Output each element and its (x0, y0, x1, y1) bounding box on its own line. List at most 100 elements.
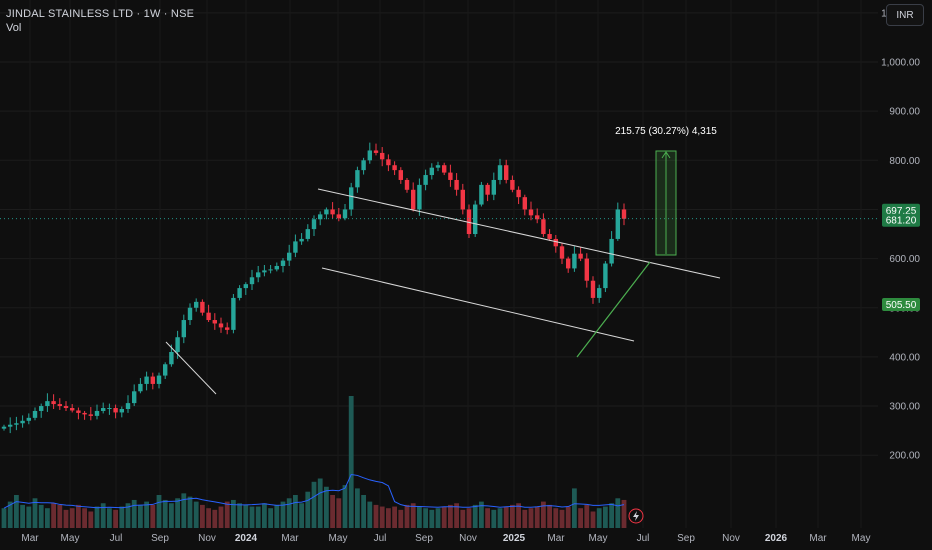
y-tick-label: 300.00 (889, 402, 920, 413)
volume-bar (516, 503, 521, 528)
price-tag-label: 697.25 (886, 206, 917, 217)
volume-bar (392, 506, 397, 528)
volume-bar (262, 503, 267, 528)
candle-body (603, 263, 608, 289)
volume-bar (603, 506, 608, 528)
x-tick-label: Sep (677, 533, 695, 544)
candle-body (442, 165, 447, 173)
candle-body (194, 301, 199, 308)
volume-bar (243, 504, 249, 528)
measure-label: 215.75 (30.27%) 4,315 (615, 126, 717, 137)
x-tick-label: Nov (459, 533, 477, 544)
volume-bar (386, 508, 391, 528)
candle-body (169, 351, 174, 365)
candle-body (609, 238, 614, 264)
volume-bar (491, 509, 497, 528)
candle-body (528, 209, 534, 216)
candle-body (355, 170, 360, 188)
candle-body (107, 408, 112, 410)
candle-body (138, 383, 143, 392)
volume-bar (460, 509, 466, 528)
volume-bar (69, 508, 75, 528)
currency-button[interactable]: INR (886, 4, 924, 26)
volume-bar (63, 509, 69, 528)
volume-bar (590, 511, 596, 528)
candle-body (541, 219, 546, 235)
candle-body (132, 391, 137, 404)
candle-body (485, 184, 490, 195)
lightning-icon (628, 508, 644, 524)
candle-body (119, 408, 124, 413)
candle-body (597, 288, 602, 298)
volume-bar (305, 491, 311, 528)
price-tag (882, 213, 920, 227)
candle-body (392, 165, 397, 171)
volume-bar (572, 488, 577, 528)
volume-bar (367, 501, 373, 528)
x-tick-label: Jul (637, 533, 650, 544)
x-tick-label: Mar (21, 533, 39, 544)
candle-body (200, 301, 205, 313)
candle-body (262, 270, 267, 273)
y-tick-label: 600.00 (889, 254, 920, 265)
candle-body (1, 426, 7, 429)
volume-bar (379, 506, 385, 528)
candle-body (373, 150, 379, 153)
candle-body (274, 265, 279, 270)
volume-bar (510, 504, 515, 528)
candle-body (311, 219, 317, 230)
volume-bar (578, 508, 583, 528)
candle-body (479, 184, 484, 205)
candle-body (404, 179, 410, 190)
candle-body (448, 172, 453, 180)
volume-bar (299, 503, 304, 528)
volume-bar (175, 498, 180, 528)
volume-bar (150, 504, 156, 528)
candle-body (206, 312, 211, 321)
candle-body (473, 204, 478, 235)
volume-bar (528, 508, 534, 528)
volume-bar (479, 501, 484, 528)
volume-bars (1, 396, 627, 528)
volume-bar (522, 509, 528, 528)
candle-body (82, 412, 87, 415)
channel-upper-line (317, 188, 721, 279)
candle-body (336, 214, 341, 219)
volume-bar (138, 504, 143, 528)
candle-body (8, 424, 13, 427)
candle-body (330, 209, 335, 215)
volume-bar (26, 506, 32, 528)
candle-body (504, 165, 509, 180)
volume-bar (119, 506, 125, 528)
x-tick-label: May (329, 533, 348, 544)
x-tick-label: 2025 (503, 533, 526, 544)
volume-bar (20, 504, 25, 528)
price-tag (882, 203, 920, 217)
y-tick-label: 1,000.00 (881, 58, 920, 69)
candle-body (156, 375, 162, 384)
chart-title: JINDAL STAINLESS LTD · 1W · NSE (6, 8, 195, 20)
candle-body (423, 175, 428, 185)
volume-bar (398, 509, 404, 528)
candle-body (268, 269, 273, 271)
candle-body (566, 258, 571, 269)
volume-bar (373, 504, 379, 528)
volume-bar (274, 504, 280, 528)
candle-body (175, 337, 180, 352)
candle-body (349, 187, 354, 210)
volume-bar (187, 496, 193, 528)
candle-body (516, 189, 521, 198)
candle-body (150, 376, 155, 384)
x-tick-label: 2026 (765, 533, 788, 544)
candle-body (454, 179, 459, 190)
volume-bar (144, 501, 149, 528)
candle-body (299, 238, 304, 242)
volume-bar (336, 498, 342, 528)
candle-body (243, 284, 248, 289)
candle-body (324, 209, 329, 215)
candle-body (621, 209, 627, 219)
volume-bar (541, 501, 546, 528)
volume-bar (57, 504, 63, 528)
volume-bar (559, 509, 565, 528)
